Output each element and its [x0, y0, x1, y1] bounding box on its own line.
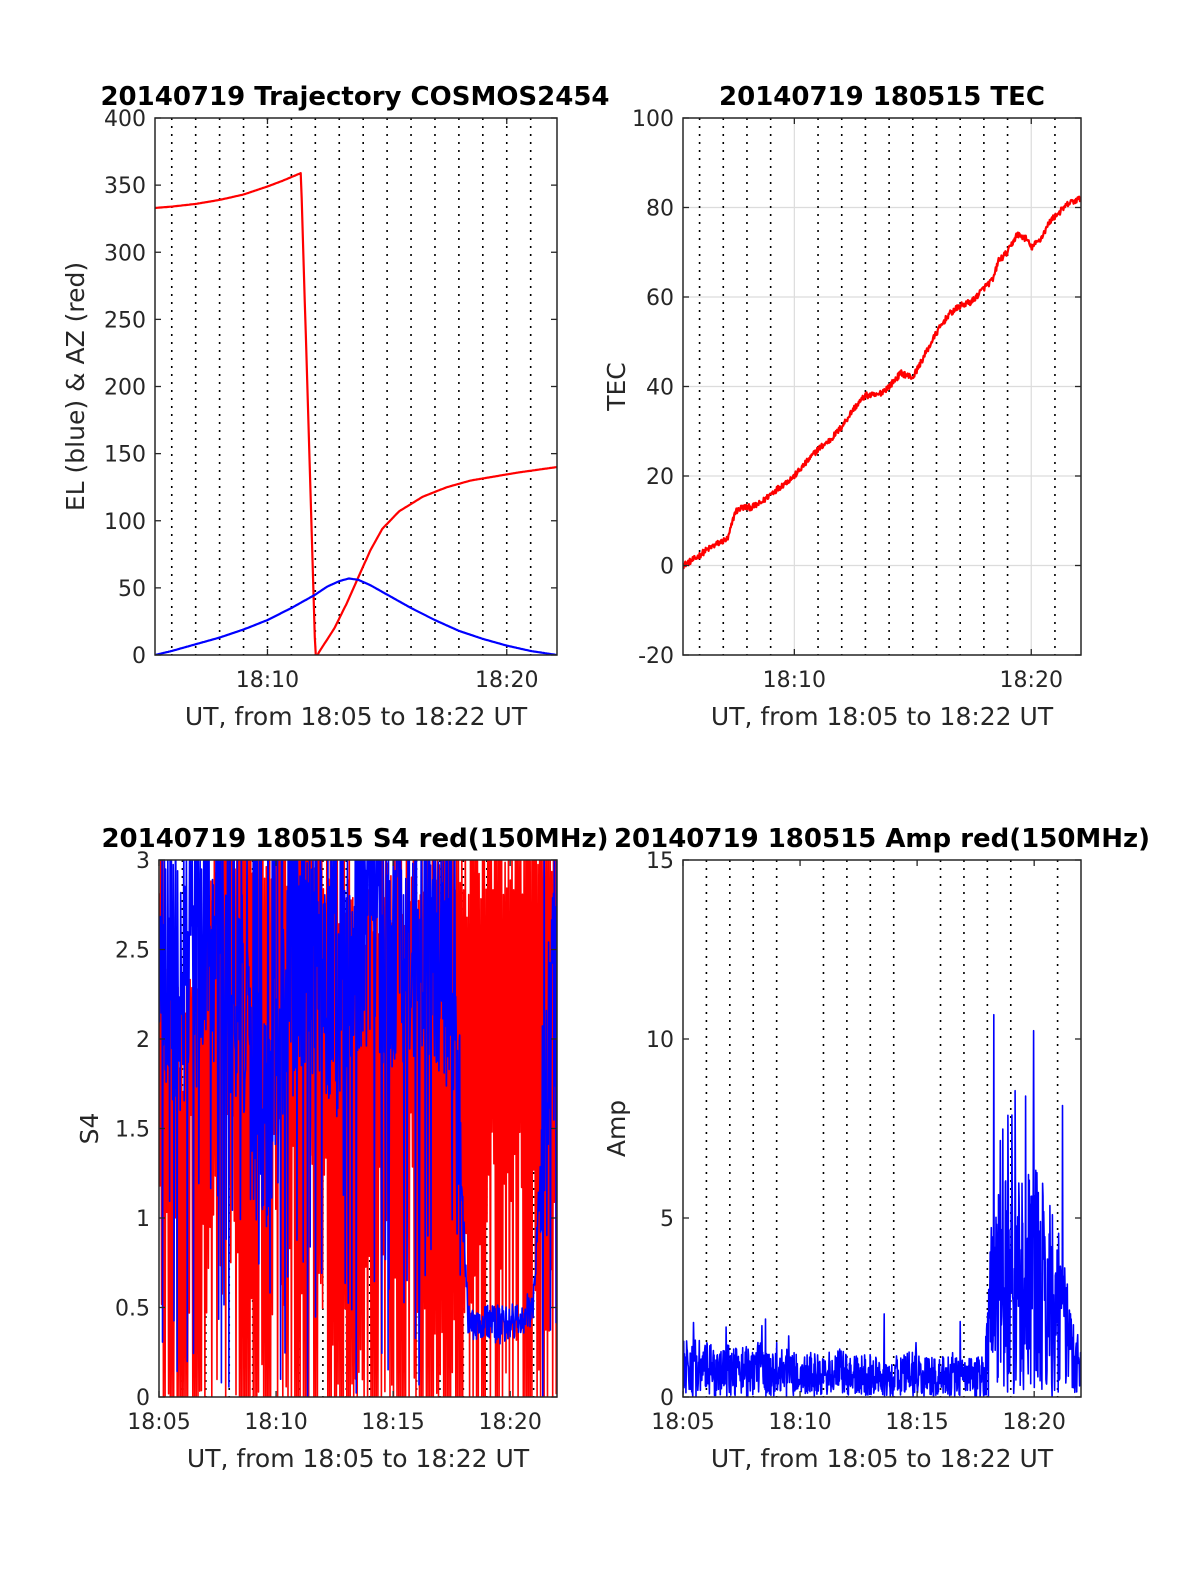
y-tick-label: 250	[104, 308, 146, 333]
x-axis-label: UT, from 18:05 to 18:22 UT	[185, 702, 528, 731]
x-tick-label: 18:15	[885, 1410, 948, 1435]
x-tick-label: 18:05	[651, 1410, 714, 1435]
chart-title: 20140719 180515 S4 red(150MHz)	[101, 824, 608, 854]
y-tick-label: 0.5	[115, 1297, 150, 1322]
x-tick-label: 18:20	[1002, 1410, 1065, 1435]
tec-chart: -20 0 20 40 60 80 100 18:10 18:20 20140719 180515…	[602, 82, 1082, 731]
y-tick-label: 300	[104, 241, 146, 266]
x-tick-label: 18:10	[236, 668, 299, 693]
y-tick-label: 60	[646, 286, 674, 311]
x-tick-label: 18:10	[244, 1410, 307, 1435]
x-tick-label: 18:05	[127, 1410, 190, 1435]
x-axis-label: UT, from 18:05 to 18:22 UT	[711, 1444, 1054, 1473]
chart-title: 20140719 Trajectory COSMOS2454	[100, 82, 609, 112]
x-axis-label: UT, from 18:05 to 18:22 UT	[711, 702, 1054, 731]
y-tick-label: 2.5	[115, 939, 150, 964]
x-tick-label: 18:15	[361, 1410, 424, 1435]
x-tick-label: 18:10	[763, 668, 826, 693]
series-line-0	[683, 1013, 1081, 1397]
y-axis-label: EL (blue) & AZ (red)	[61, 262, 90, 511]
y-tick-label: 2	[136, 1028, 150, 1053]
x-tick-label: 18:10	[768, 1410, 831, 1435]
trajectory-chart: 0 50 100 150 200 250 300 350 400 18:10 18:20 201407…	[61, 82, 610, 731]
y-axis-label: S4	[75, 1113, 104, 1145]
y-tick-label: 10	[646, 1028, 674, 1053]
series-line-1	[159, 860, 557, 1397]
y-tick-label: 50	[118, 577, 146, 602]
y-axis-label: Amp	[602, 1100, 631, 1157]
y-tick-label: 0	[132, 644, 146, 669]
y-tick-label: 100	[632, 107, 674, 132]
x-axis-label: UT, from 18:05 to 18:22 UT	[187, 1444, 530, 1473]
chart-title: 20140719 180515 Amp red(150MHz)	[614, 824, 1150, 854]
plot-frame	[682, 859, 1082, 1398]
y-tick-label: 400	[104, 107, 146, 132]
y-tick-label: 0	[136, 1386, 150, 1411]
chart-title: 20140719 180515 TEC	[719, 82, 1045, 112]
y-tick-label: 40	[646, 376, 674, 401]
y-tick-label: 100	[104, 510, 146, 535]
y-tick-label: 150	[104, 443, 146, 468]
series-line-0	[159, 860, 557, 1397]
amp-chart: 0 5 10 15 18:05 18:10 18:15 18:20 20140719 18051…	[602, 824, 1150, 1473]
y-tick-label: 1.5	[115, 1118, 150, 1143]
x-tick-label: 18:20	[478, 1410, 541, 1435]
x-tick-label: 18:20	[1000, 668, 1063, 693]
s4-chart: 0 0.5 1 1.5 2 2.5 3 18:05 18:10 18:15 18:20 2014071…	[75, 824, 609, 1473]
y-tick-label: 5	[660, 1207, 674, 1232]
series-line-1	[155, 577, 557, 655]
y-tick-label: -20	[638, 644, 674, 669]
y-tick-label: 200	[104, 376, 146, 401]
series-line-0	[683, 195, 1081, 570]
y-axis-label: TEC	[602, 362, 631, 412]
y-tick-label: 3	[136, 849, 150, 874]
y-tick-label: 1	[136, 1207, 150, 1232]
y-tick-label: 20	[646, 465, 674, 490]
series-line-0	[155, 172, 557, 655]
y-tick-label: 0	[660, 1386, 674, 1411]
y-tick-label: 350	[104, 174, 146, 199]
y-tick-label: 0	[660, 555, 674, 580]
y-tick-label: 80	[646, 197, 674, 222]
y-tick-label: 15	[646, 849, 674, 874]
x-tick-label: 18:20	[475, 668, 538, 693]
